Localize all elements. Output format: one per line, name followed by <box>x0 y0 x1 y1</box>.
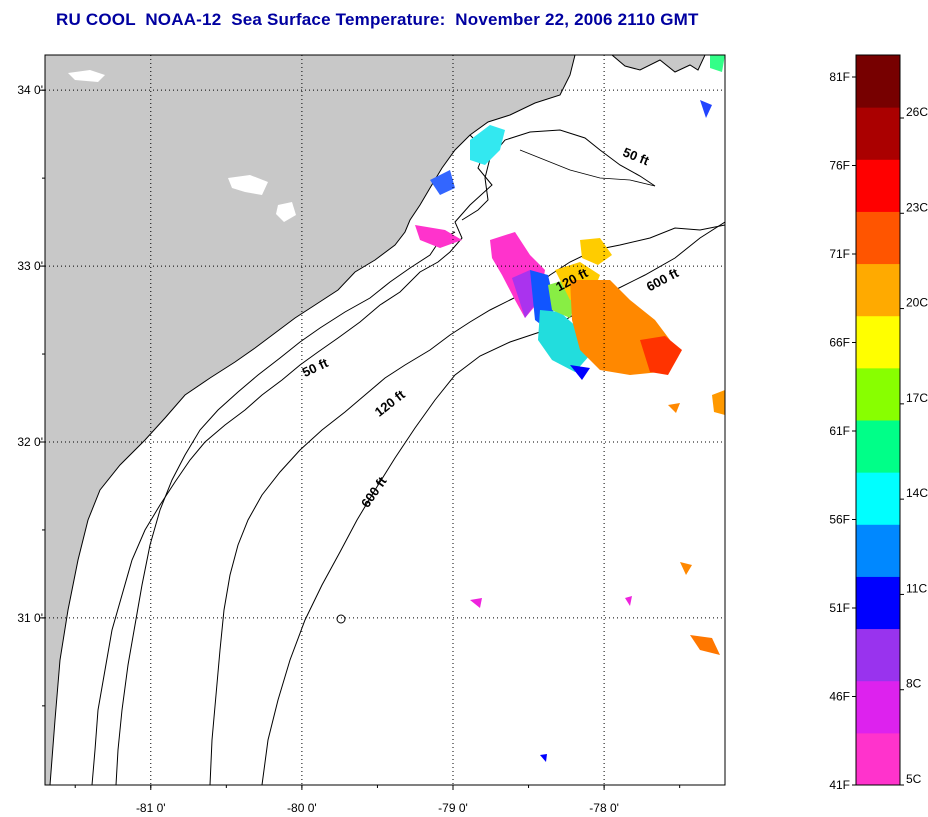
sst-patch-blue <box>430 170 455 195</box>
colorbar-band <box>856 524 900 577</box>
colorbar-band <box>856 732 900 786</box>
sst-patch-blue <box>700 100 712 118</box>
celsius-label: 11C <box>906 581 927 595</box>
lat-tick-label: 33 0' <box>17 259 43 273</box>
colorbar-band <box>856 55 900 108</box>
sst-patch-orange <box>712 390 725 415</box>
sst-patch-green <box>710 55 725 72</box>
lat-tick-label: 32 0' <box>17 435 43 449</box>
lon-tick-label: -78 0' <box>589 801 619 815</box>
lat-lon-grid <box>45 55 725 785</box>
sst-patch-yellow <box>580 238 612 265</box>
sst-patch-blue <box>540 754 547 762</box>
sst-patch-cyan <box>538 310 590 372</box>
sst-patch-cyan <box>470 125 505 165</box>
colorbar-band <box>856 576 900 630</box>
colorbar-band <box>856 211 900 265</box>
sst-data-layer <box>415 55 725 762</box>
fahrenheit-label: 41F <box>829 778 850 792</box>
fahrenheit-label: 46F <box>829 690 850 704</box>
celsius-label: 5C <box>906 772 922 786</box>
colorbar-band <box>856 159 900 212</box>
sst-patch-blue <box>570 365 590 380</box>
sst-patch-orange <box>690 635 720 655</box>
fahrenheit-label: 51F <box>829 601 850 615</box>
colorbar-band <box>856 628 900 682</box>
lon-tick-label: -79 0' <box>438 801 468 815</box>
lat-tick-label: 31 0' <box>17 611 43 625</box>
fahrenheit-label: 66F <box>829 336 850 350</box>
colorbar-band <box>856 472 900 525</box>
fahrenheit-label: 71F <box>829 247 850 261</box>
celsius-label: 14C <box>906 486 928 500</box>
celsius-label: 26C <box>906 105 928 119</box>
colorbar-band <box>856 420 900 473</box>
sst-patch-red <box>640 336 682 375</box>
colorbar-frame <box>855 54 901 786</box>
depth-contour-600ft <box>261 221 725 785</box>
temperature-colorbar: 81F 76F 71F 66F 61F 56F 51F 46F 41F 26C 23C 20C 17C 1… <box>829 54 928 792</box>
map-axes: -81 0' -80 0' -79 0' -78 0' 34 0' 33 0' 32 0' 3… <box>17 83 681 815</box>
sst-patch-orange <box>668 403 680 413</box>
land-mass-northeast <box>611 55 706 73</box>
lon-tick-label: -81 0' <box>136 801 166 815</box>
sst-patch-magenta <box>415 225 462 248</box>
lon-tick-label: -80 0' <box>287 801 317 815</box>
land-mass <box>45 55 576 785</box>
fahrenheit-label: 61F <box>829 424 850 438</box>
lat-tick-label: 34 0' <box>17 83 43 97</box>
seamount-contour <box>336 614 346 624</box>
depth-contour-50ft <box>115 129 656 785</box>
sst-patch-orange <box>680 562 692 575</box>
celsius-label: 20C <box>906 296 928 310</box>
lake <box>276 202 296 222</box>
map-title: RU COOL NOAA-12 Sea Surface Temperature:… <box>56 10 699 29</box>
celsius-label: 8C <box>906 677 922 691</box>
lake <box>68 70 105 82</box>
fahrenheit-label: 81F <box>829 70 850 84</box>
celsius-label: 23C <box>906 200 928 214</box>
map-frame <box>44 54 726 786</box>
colorbar-band <box>856 315 900 369</box>
colorbar-band <box>856 107 900 160</box>
colorbar-band <box>856 367 900 421</box>
celsius-label: 17C <box>906 391 928 405</box>
coastline-detail <box>519 149 656 187</box>
coastline-detail <box>91 134 493 785</box>
fahrenheit-label: 76F <box>829 159 850 173</box>
lake <box>228 175 268 195</box>
colorbar-band <box>856 680 900 734</box>
sst-patch-magenta <box>625 596 632 606</box>
fahrenheit-label: 56F <box>829 513 850 527</box>
colorbar-band <box>856 263 900 317</box>
sst-patch-magenta <box>470 598 482 608</box>
